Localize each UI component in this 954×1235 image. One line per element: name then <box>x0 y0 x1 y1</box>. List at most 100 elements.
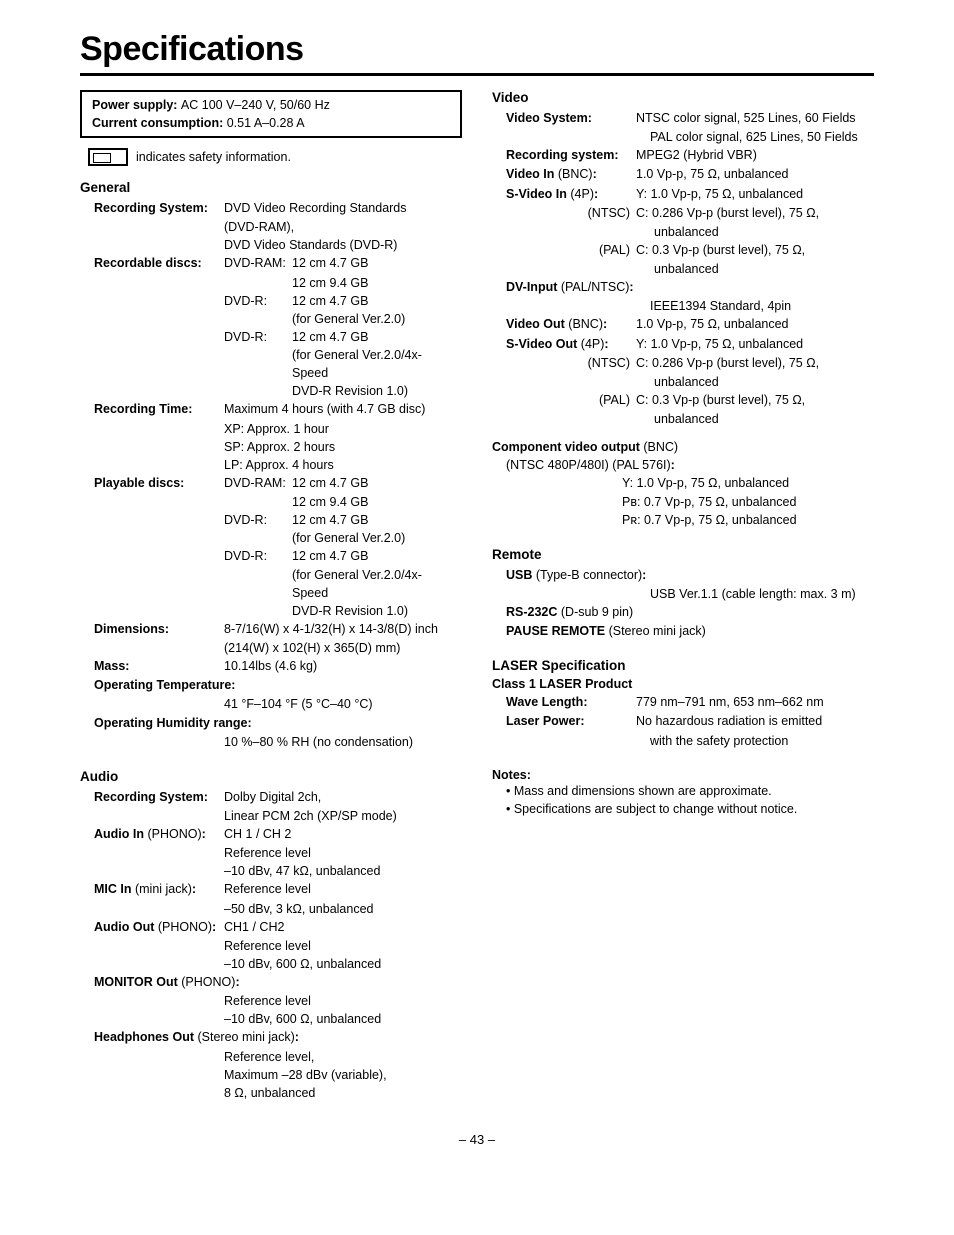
aud-out-v1: CH1 / CH2 <box>224 918 462 936</box>
remote-head: Remote <box>492 547 874 562</box>
hp-out-v1: Reference level, <box>80 1048 462 1066</box>
gen-recdisc-l7b: Speed <box>224 364 462 382</box>
vid-rsys-label: Recording system: <box>506 146 636 164</box>
aud-in-lp: (PHONO) <box>147 827 201 841</box>
gen-recdisc-l3b: 12 cm 4.7 GB <box>292 294 368 308</box>
pause-lp: (Stereo mini jack) <box>609 624 706 638</box>
safety-icon <box>88 148 128 166</box>
gen-play-l1a: DVD-RAM: <box>224 474 292 492</box>
aud-out-v2: Reference level <box>80 937 462 955</box>
hp-out-lb: Headphones Out <box>94 1030 197 1044</box>
comp-colon: : <box>671 458 675 472</box>
general-section: General Recording System:DVD Video Recor… <box>80 180 462 751</box>
gen-play-l6b: (for General Ver.2.0/4x- <box>224 566 462 584</box>
dvin-lp: (PAL/NTSC) <box>561 280 630 294</box>
comp-head-p: (BNC) <box>643 440 678 454</box>
gen-recsys-label: Recording System: <box>94 199 224 217</box>
gen-dim-label: Dimensions: <box>94 620 224 638</box>
svout-pal-v: C: 0.3 Vp-p (burst level), 75 Ω, <box>636 391 874 409</box>
gen-recdisc-label: Recordable discs: <box>94 254 224 272</box>
aud-in-c: : <box>202 827 206 841</box>
comp-sub: (NTSC 480P/480I) (PAL 576I) <box>506 458 671 472</box>
gen-rectime-v4: LP: Approx. 4 hours <box>80 456 462 474</box>
gen-recdisc-l1b: 12 cm 4.7 GB <box>292 256 368 270</box>
gen-play-l3a: DVD-R: <box>224 511 292 529</box>
laser-lp-v1: No hazardous radiation is emitted <box>636 712 874 730</box>
aud-recsys-v2: Linear PCM 2ch (XP/SP mode) <box>80 807 462 825</box>
aud-out-lb: Audio Out <box>94 920 158 934</box>
hp-out-lp: (Stereo mini jack) <box>197 1030 294 1044</box>
svout-lp: (4P) <box>581 337 605 351</box>
svin-c: : <box>594 187 598 201</box>
safety-text: indicates safety information. <box>136 150 291 164</box>
gen-recdisc-l3a: DVD-R: <box>224 292 292 310</box>
gen-ophum-label: Operating Humidity range: <box>94 714 252 732</box>
gen-recsys-v1: DVD Video Recording Standards <box>224 199 462 217</box>
svout-pal-v2: unbalanced <box>492 410 874 428</box>
gen-rectime-label: Recording Time: <box>94 400 224 418</box>
svin-ntsc-v2: unbalanced <box>492 223 874 241</box>
laser-class: Class 1 LASER Product <box>492 677 874 691</box>
remote-section: Remote USB (Type-B connector): USB Ver.1… <box>492 547 874 641</box>
aud-out-lp: (PHONO) <box>158 920 212 934</box>
gen-rectime-v1: Maximum 4 hours (with 4.7 GB disc) <box>224 400 462 418</box>
power-box: Power supply: AC 100 V–240 V, 50/60 Hz C… <box>80 90 462 138</box>
mon-out-lp: (PHONO) <box>181 975 235 989</box>
vin-v1: 1.0 Vp-p, 75 Ω, unbalanced <box>636 165 874 183</box>
aud-in-v1: CH 1 / CH 2 <box>224 825 462 843</box>
comp-y: Y: 1.0 Vp-p, 75 Ω, unbalanced <box>492 474 874 492</box>
gen-recdisc-l1a: DVD-RAM: <box>224 254 292 272</box>
laser-wl-label: Wave Length: <box>506 693 636 711</box>
page-title: Specifications <box>80 30 874 69</box>
comp-head-b: Component video output <box>492 440 643 454</box>
comp-pb: Pʙ: 0.7 Vp-p, 75 Ω, unbalanced <box>492 493 874 511</box>
hp-out-v3: 8 Ω, unbalanced <box>80 1084 462 1102</box>
svin-lp: (4P) <box>570 187 594 201</box>
gen-play-l4b: (for General Ver.2.0) <box>224 529 462 547</box>
svout-v1: Y: 1.0 Vp-p, 75 Ω, unbalanced <box>636 335 874 353</box>
usb-lb: USB <box>506 568 536 582</box>
vin-lp: (BNC) <box>558 167 593 181</box>
current-consumption-label: Current consumption: <box>92 116 227 130</box>
mon-out-c: : <box>235 975 239 989</box>
svout-ntsc-l: (NTSC) <box>506 354 636 372</box>
svin-pal-v: C: 0.3 Vp-p (burst level), 75 Ω, <box>636 241 874 259</box>
mic-in-lb: MIC In <box>94 882 135 896</box>
svin-pal-v2: unbalanced <box>492 260 874 278</box>
gen-recdisc-l5a: DVD-R: <box>224 328 292 346</box>
svout-pal-l: (PAL) <box>506 391 636 409</box>
safety-row: indicates safety information. <box>88 148 462 166</box>
notes-head: Notes: <box>492 768 874 782</box>
general-head: General <box>80 180 462 195</box>
gen-recdisc-l5b: 12 cm 4.7 GB <box>292 330 368 344</box>
gen-play-l1b: 12 cm 4.7 GB <box>292 476 368 490</box>
gen-rectime-v2: XP: Approx. 1 hour <box>80 420 462 438</box>
mic-in-lp: (mini jack) <box>135 882 192 896</box>
aud-in-v2: Reference level <box>80 844 462 862</box>
notes-section: Notes: • Mass and dimensions shown are a… <box>492 768 874 818</box>
current-consumption-value: 0.51 A–0.28 A <box>227 116 305 130</box>
svout-lb: S-Video Out <box>506 337 581 351</box>
vin-c: : <box>593 167 597 181</box>
mic-in-v2: –50 dBv, 3 kΩ, unbalanced <box>80 900 462 918</box>
aud-recsys-v1: Dolby Digital 2ch, <box>224 788 462 806</box>
aud-out-v3: –10 dBv, 600 Ω, unbalanced <box>80 955 462 973</box>
svout-ntsc-v: C: 0.286 Vp-p (burst level), 75 Ω, <box>636 354 874 372</box>
usb-v1: USB Ver.1.1 (cable length: max. 3 m) <box>492 585 874 603</box>
vid-sys-v2: PAL color signal, 625 Lines, 50 Fields <box>492 128 874 146</box>
gen-ophum-v1: 10 %–80 % RH (no condensation) <box>80 733 462 751</box>
gen-play-l7b: Speed <box>224 584 462 602</box>
aud-out-c: : <box>212 920 216 934</box>
gen-play-l5b: 12 cm 4.7 GB <box>292 549 368 563</box>
vin-lb: Video In <box>506 167 558 181</box>
dvin-v1: IEEE1394 Standard, 4pin <box>492 297 874 315</box>
svin-pal-l: (PAL) <box>506 241 636 259</box>
laser-wl-v1: 779 nm–791 nm, 653 nm–662 nm <box>636 693 874 711</box>
gen-optemp-v1: 41 °F–104 °F (5 °C–40 °C) <box>80 695 462 713</box>
svin-lb: S-Video In <box>506 187 570 201</box>
gen-play-l5a: DVD-R: <box>224 547 292 565</box>
gen-optemp-label: Operating Temperature: <box>94 676 235 694</box>
content-columns: Power supply: AC 100 V–240 V, 50/60 Hz C… <box>80 90 874 1102</box>
audio-section: Audio Recording System:Dolby Digital 2ch… <box>80 769 462 1102</box>
gen-recdisc-l4b: (for General Ver.2.0) <box>224 310 462 328</box>
